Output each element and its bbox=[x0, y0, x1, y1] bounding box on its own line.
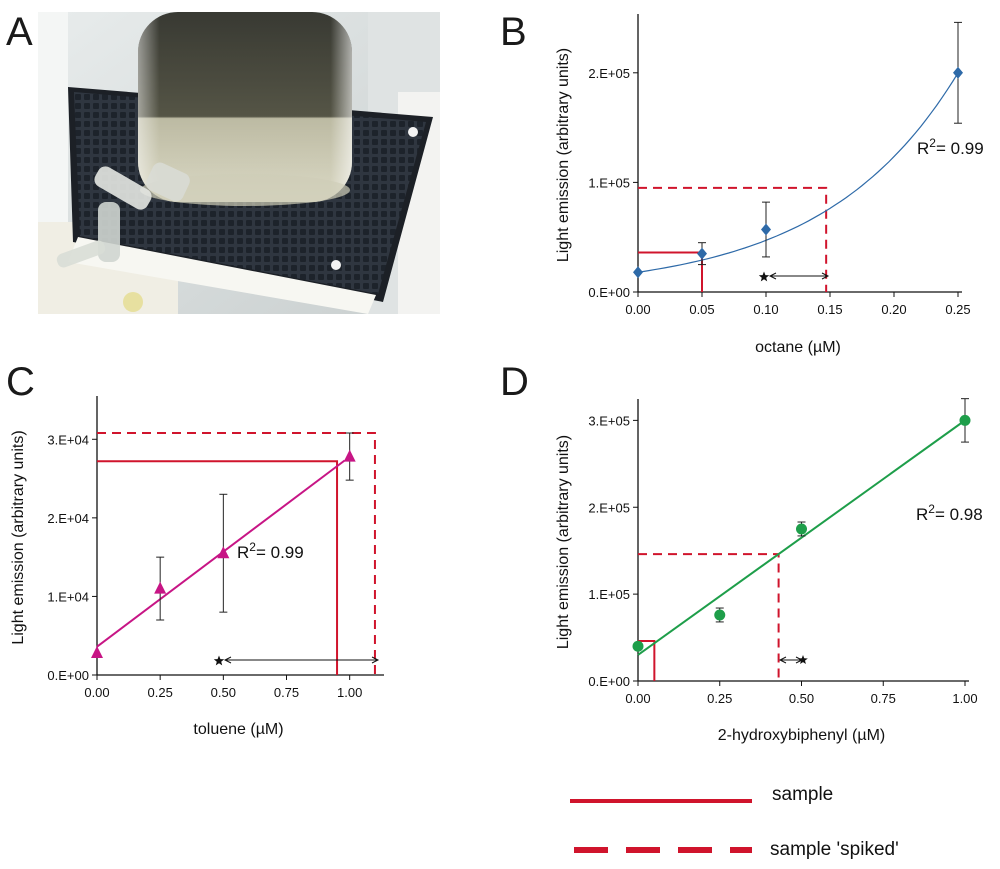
y-tick-label: 3.E+05 bbox=[588, 413, 630, 428]
x-tick-label: 0.05 bbox=[689, 302, 714, 317]
panel-letter-d: D bbox=[500, 360, 529, 404]
star-icon bbox=[798, 655, 808, 664]
trend-line bbox=[637, 419, 966, 656]
x-tick-label: 0.25 bbox=[148, 685, 173, 700]
x-tick-label: 0.00 bbox=[625, 691, 650, 706]
data-point bbox=[343, 449, 356, 462]
sample-reference-line bbox=[638, 640, 656, 681]
y-tick-label: 0.E+00 bbox=[588, 674, 630, 689]
data-point bbox=[714, 609, 726, 621]
y-tick-label: 1.E+04 bbox=[47, 589, 89, 604]
legend-spiked-label: sample 'spiked' bbox=[770, 839, 899, 860]
trend-curve bbox=[637, 72, 959, 273]
r-squared-label: R2= 0.99 bbox=[237, 540, 304, 562]
data-point bbox=[91, 646, 103, 658]
y-tick-label: 0.E+00 bbox=[588, 285, 630, 300]
x-tick-label: 0.50 bbox=[789, 691, 814, 706]
sample-reference-line bbox=[97, 460, 339, 675]
y-tick-label: 2.E+05 bbox=[588, 66, 630, 81]
beaker-on-magnetic-stirrer-icon bbox=[38, 12, 440, 314]
x-tick-label: 0.75 bbox=[274, 685, 299, 700]
x-tick-label: 0.15 bbox=[817, 302, 842, 317]
chart-panel-b: 0.00 0.05 0.10 0.15 0.20 0.25 0.E+00 1.E+05 2.E+… bbox=[555, 14, 984, 356]
data-point bbox=[697, 247, 707, 260]
x-tick-label: 0.10 bbox=[753, 302, 778, 317]
y-tick-label: 2.E+04 bbox=[47, 511, 89, 526]
data-point bbox=[761, 223, 771, 236]
x-tick-label: 0.00 bbox=[625, 302, 650, 317]
x-tick-label: 0.50 bbox=[211, 685, 236, 700]
arrow-head-right bbox=[371, 656, 380, 664]
y-axis-title: Light emission (arbitrary units) bbox=[10, 430, 27, 644]
x-tick-label: 0.25 bbox=[707, 691, 732, 706]
chart-panel-d: 0.00 0.25 0.50 0.75 1.00 0.E+00 1.E+05 2.E+05 3.… bbox=[555, 398, 983, 744]
data-point bbox=[633, 266, 643, 279]
arrow-head-left bbox=[223, 656, 232, 664]
data-point bbox=[959, 414, 971, 426]
panel-letter-c: C bbox=[6, 360, 35, 404]
y-tick-label: 0.E+00 bbox=[47, 668, 89, 683]
spiked-reference-line bbox=[638, 186, 828, 292]
panel-letter-b: B bbox=[500, 10, 527, 54]
r-squared-label: R2= 0.99 bbox=[917, 136, 984, 158]
legend: sample sample 'spiked' bbox=[570, 784, 899, 860]
r-squared-label: R2= 0.98 bbox=[916, 502, 983, 524]
y-tick-label: 2.E+05 bbox=[588, 500, 630, 515]
x-axis-title: 2-hydroxybiphenyl (µM) bbox=[718, 727, 886, 744]
x-axis-title: toluene (µM) bbox=[193, 721, 283, 738]
x-axis-title: octane (µM) bbox=[755, 339, 841, 356]
x-tick-label: 1.00 bbox=[952, 691, 977, 706]
spiked-reference-line bbox=[97, 432, 376, 675]
x-tick-label: 0.75 bbox=[871, 691, 896, 706]
y-axis-title: Light emission (arbitrary units) bbox=[555, 435, 572, 649]
spiked-reference-line bbox=[638, 553, 780, 681]
x-tick-label: 0.00 bbox=[84, 685, 109, 700]
sample-reference-line bbox=[638, 251, 703, 292]
data-point bbox=[632, 640, 644, 652]
data-point bbox=[154, 581, 167, 594]
y-tick-label: 1.E+05 bbox=[588, 587, 630, 602]
arrow-head-left bbox=[768, 272, 777, 280]
star-icon bbox=[758, 271, 770, 282]
x-tick-label: 0.25 bbox=[945, 302, 970, 317]
legend-sample-label: sample bbox=[772, 784, 833, 805]
panel-letter-a: A bbox=[6, 10, 33, 54]
y-axis-title: Light emission (arbitrary units) bbox=[555, 48, 572, 262]
chart-panel-c: 0.00 0.25 0.50 0.75 1.00 0.E+00 1.E+04 2.E+04 3.… bbox=[10, 396, 384, 738]
x-tick-label: 1.00 bbox=[337, 685, 362, 700]
x-tick-label: 0.20 bbox=[881, 302, 906, 317]
data-point bbox=[217, 546, 230, 559]
y-tick-label: 1.E+05 bbox=[588, 175, 630, 190]
star-icon bbox=[213, 655, 225, 666]
data-point bbox=[796, 523, 807, 535]
arrow-head-right bbox=[821, 272, 830, 280]
photo-panel-a bbox=[38, 12, 440, 314]
arrow-head-left bbox=[778, 656, 787, 664]
y-tick-label: 3.E+04 bbox=[47, 432, 89, 447]
data-point bbox=[953, 66, 963, 79]
